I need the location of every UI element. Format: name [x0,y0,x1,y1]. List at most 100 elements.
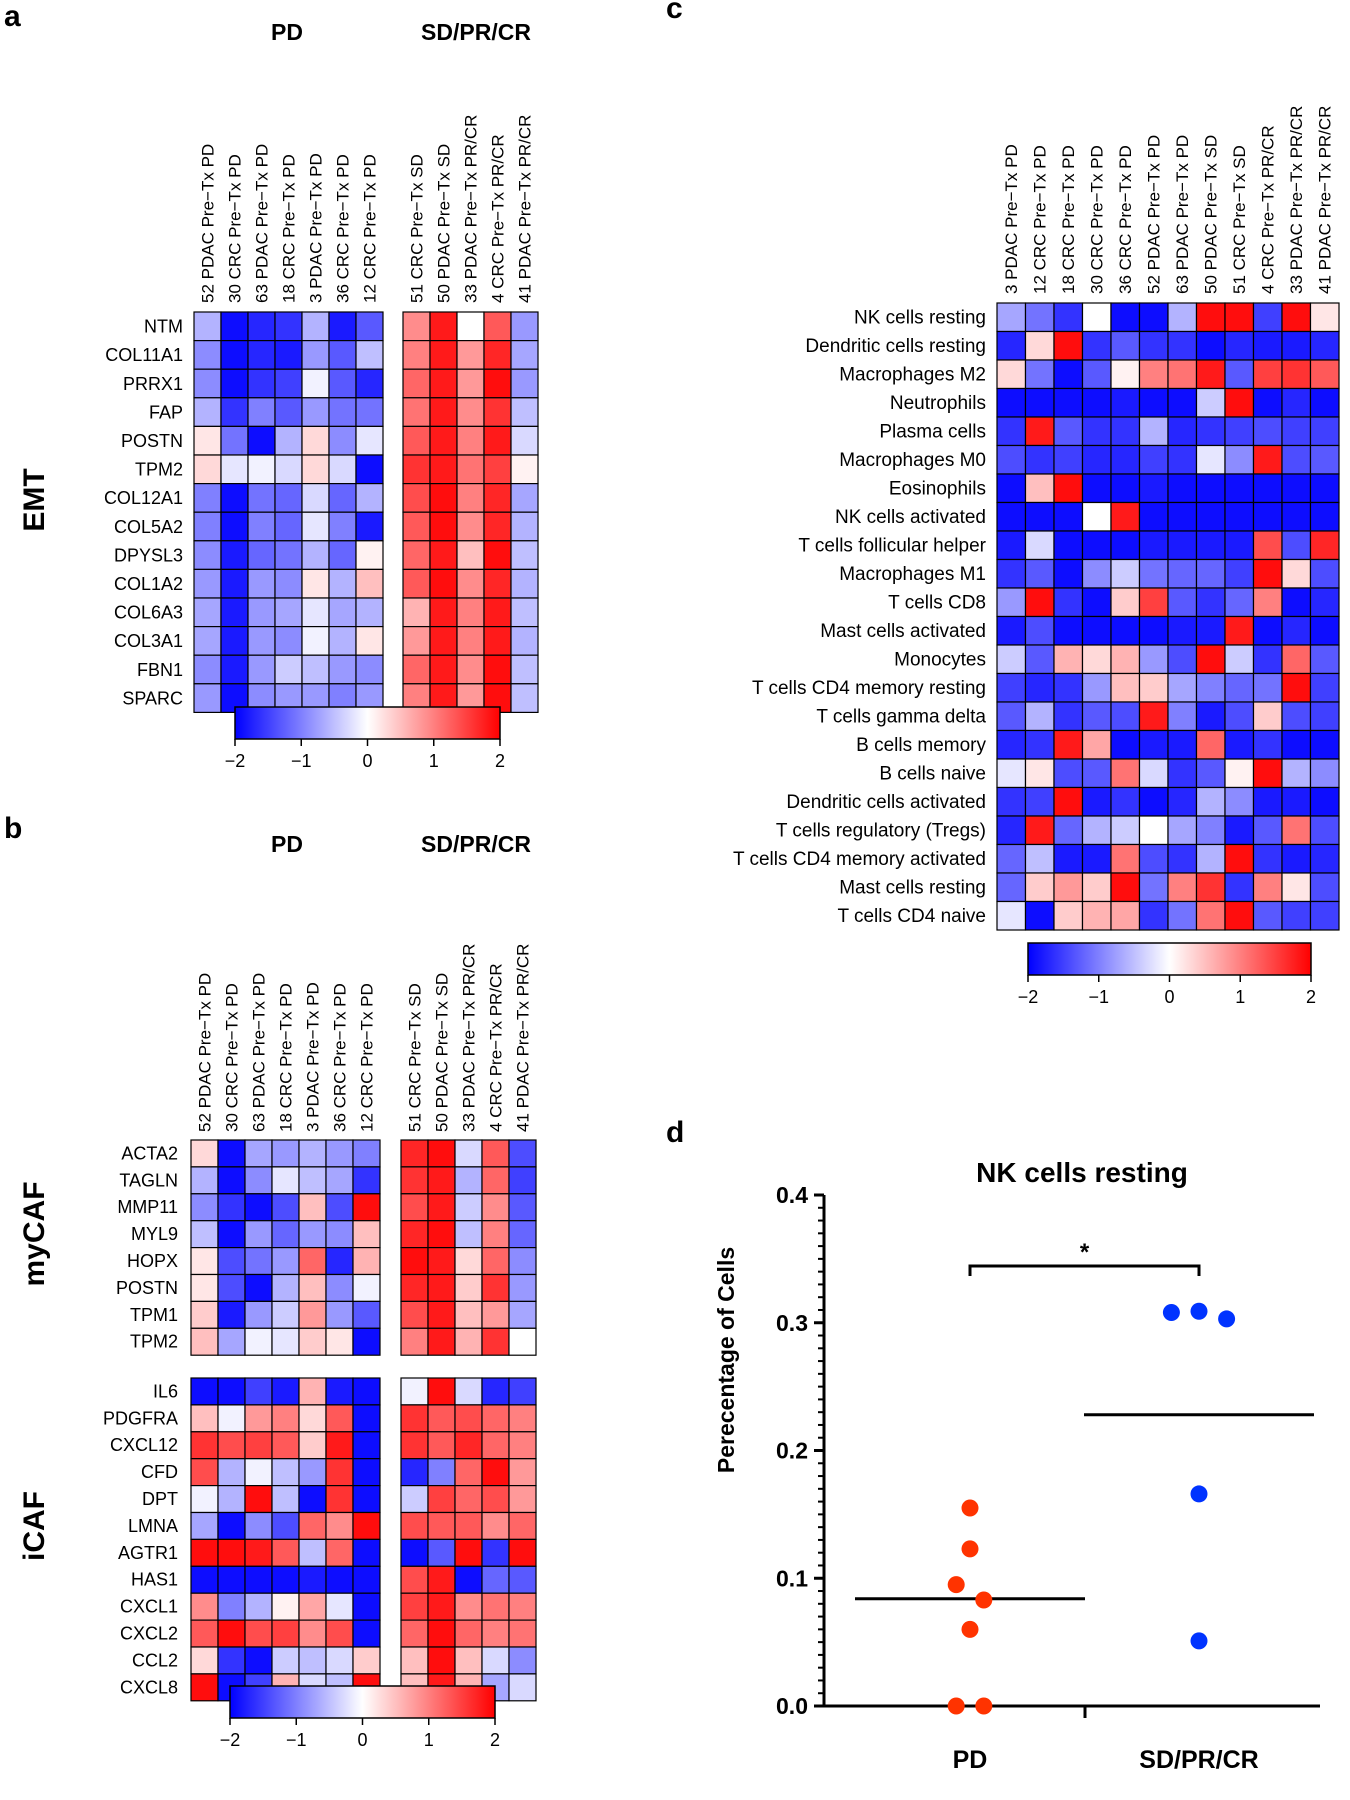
heatmap-cell [508,1458,537,1487]
heatmap-cell [352,1166,381,1195]
heatmap-cell [1053,729,1084,760]
heatmap-cell [454,1300,483,1329]
heatmap-column-label: 12 CRC Pre−Tx PD [360,154,379,303]
heatmap-cell [429,311,458,342]
heatmap-cell [274,625,303,656]
heatmap-cell [1110,416,1141,447]
heatmap-cell [1252,501,1283,532]
heatmap-cell [1224,359,1255,390]
heatmap-cell [1081,615,1112,646]
heatmap-row-label: Monocytes [894,650,986,671]
heatmap-cell [481,1646,510,1675]
colorbar-gradient [234,706,501,740]
heatmap-cell [244,1327,273,1356]
heatmap-cell [1138,558,1169,589]
heatmap-cell [244,1193,273,1222]
heatmap-cell [456,397,485,427]
heatmap-cell [325,1484,354,1514]
heatmap-cell [1281,501,1312,532]
heatmap-cell [1281,843,1312,874]
heatmap-cell [508,1327,537,1356]
heatmap-cell [328,597,357,628]
heatmap-cell [193,625,222,656]
heatmap-cell [1309,302,1340,333]
significance-label: * [1080,1239,1090,1266]
heatmap-cell [996,530,1027,561]
heatmap-cell [220,340,249,370]
heatmap-cell [508,1646,537,1675]
heatmap-cell [1195,615,1226,646]
heatmap-cell [298,1273,327,1302]
heatmap-cell [996,900,1027,931]
heatmap-cell [427,1377,456,1406]
heatmap-column-label: 18 CRC Pre−Tx PD [1059,145,1078,294]
heatmap-cell [1110,473,1141,504]
heatmap-cell [352,1458,381,1487]
heatmap-cell [1309,815,1340,846]
heatmap-cell [1024,729,1055,760]
heatmap-cell [1053,387,1084,418]
heatmap-row-label: T cells gamma delta [816,707,986,728]
heatmap-cell [1252,644,1283,675]
heatmap-cell [427,1300,456,1329]
heatmap-cell [1024,387,1055,418]
heatmap-cell [508,1139,537,1168]
heatmap-cell [1309,473,1340,504]
heatmap-cell [1281,359,1312,390]
heatmap-row-label: SPARC [122,688,183,708]
heatmap-cell [1195,758,1226,789]
heatmap-cell [454,1458,483,1487]
heatmap-cell [508,1300,537,1329]
heatmap-cell [190,1619,219,1648]
heatmap-cell [328,454,357,485]
heatmap-row-label: TAGLN [119,1170,178,1190]
heatmap-cell [217,1592,246,1621]
heatmap-cell [456,311,485,342]
heatmap-column-label: 51 CRC Pre−Tx SD [407,154,426,303]
heatmap-column-label: 36 CRC Pre−Tx PD [330,983,349,1132]
heatmap-cell [244,1404,273,1433]
heatmap-row-label: Eosinophils [889,479,986,500]
heatmap-cell [1252,416,1283,447]
heatmap-cell [355,483,384,513]
heatmap-cell [1053,701,1084,732]
heatmap-row-label: Macrophages M1 [839,564,986,585]
heatmap-cell [429,368,458,399]
heatmap-column-label: 50 PDAC Pre−Tx SD [434,144,453,303]
heatmap-cell [274,425,303,456]
heatmap-cell [429,483,458,513]
heatmap-cell [1081,644,1112,675]
heatmap-cell [271,1404,300,1433]
heatmap-cell [1110,900,1141,931]
heatmap-cell [1138,900,1169,931]
heatmap-cell [355,568,384,599]
panel-d-scatter: NK cells resting Perecentage of Cells 0.… [713,1157,1320,1774]
heatmap-row-label: Plasma cells [879,422,986,443]
heatmap-cell [508,1619,537,1648]
panel-letter-b: b [4,812,22,845]
heatmap-row-label: MYL9 [131,1224,178,1244]
heatmap-cell [996,872,1027,903]
heatmap-cell [427,1220,456,1249]
heatmap-cell [298,1377,327,1406]
heatmap-row-label: FBN1 [137,660,183,680]
heatmap-cell [1024,302,1055,333]
heatmap-cell [298,1327,327,1356]
heatmap-cell [427,1538,456,1567]
colorbar-tick-label: 1 [1235,987,1245,1007]
heatmap-cell [454,1565,483,1594]
heatmap-cell [193,368,222,399]
heatmap-cell [298,1484,327,1514]
heatmap-cell [429,511,458,542]
heatmap-cell [1138,530,1169,561]
heatmap-cell [1110,444,1141,475]
heatmap-cell [328,397,357,427]
heatmap-cell [274,368,303,399]
heatmap-row-label: HOPX [127,1251,178,1271]
heatmap-cell [1224,786,1255,817]
heatmap-cell [510,311,539,342]
heatmap-cell [301,483,330,513]
heatmap-cell [247,454,276,485]
heatmap-cell [481,1166,510,1195]
heatmap-cell [244,1484,273,1514]
